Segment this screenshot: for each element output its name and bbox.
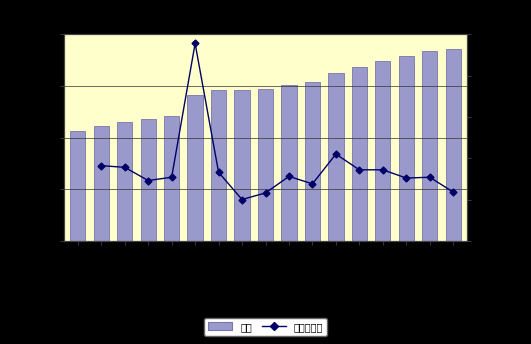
Bar [164,116,179,241]
Text: （人口 千人）: （人口 千人） [64,22,102,32]
Bar [352,67,367,241]
Bar [93,126,109,241]
Bar [141,119,156,241]
Bar [281,85,297,241]
Bar [211,90,226,241]
Legend: 人口, 人口増加率: 人口, 人口増加率 [204,318,327,336]
Bar [117,122,132,241]
Text: （増加率%）: （増加率%） [429,22,467,32]
Bar [258,89,273,241]
Bar [328,73,344,241]
Bar [446,49,461,241]
Bar [305,82,320,241]
Bar [70,131,85,241]
Bar [375,61,390,241]
Bar [399,56,414,241]
Bar [234,90,250,241]
Bar [422,51,438,241]
Bar [187,95,203,241]
